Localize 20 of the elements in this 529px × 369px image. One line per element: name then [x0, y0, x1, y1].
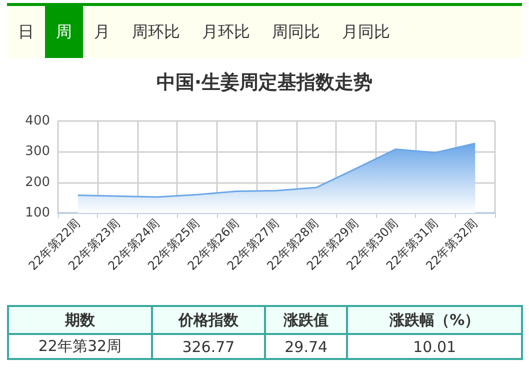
y-tick-label: 300: [25, 144, 50, 160]
y-tick-label: 200: [25, 174, 50, 190]
text: 日: [17, 20, 35, 42]
text: 期数: [8, 306, 152, 334]
text: 周: [45, 6, 83, 58]
text: 326.77: [152, 334, 265, 359]
text: 29.74: [264, 334, 348, 359]
text: 22年第32周: [8, 334, 152, 359]
text: 周同比: [271, 20, 321, 42]
text: 价格指数: [152, 306, 265, 334]
text: 周环比: [131, 20, 181, 42]
text: 月同比: [341, 20, 391, 42]
text: 涨跌幅（%）: [347, 306, 522, 334]
y-tick-label: 100: [25, 206, 50, 220]
text: 涨跌值: [264, 306, 348, 334]
text: 月: [93, 20, 111, 42]
text: 月环比: [201, 20, 251, 42]
text: 10.01: [347, 334, 522, 359]
chart-title: 中国·生姜周定基指数走势: [156, 72, 373, 94]
y-tick-label: 400: [25, 114, 50, 128]
